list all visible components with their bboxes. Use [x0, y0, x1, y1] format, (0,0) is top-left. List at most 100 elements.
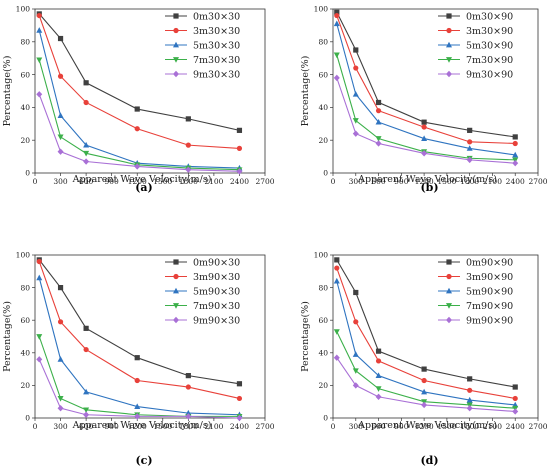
x-tick-label: 2100	[483, 177, 502, 186]
series-line-2	[38, 261, 240, 399]
data-point	[185, 142, 191, 148]
y-tick-label: 0	[323, 169, 328, 178]
data-point	[57, 405, 64, 412]
legend-marker	[446, 13, 452, 19]
x-tick-label: 2400	[506, 177, 525, 186]
data-point	[375, 386, 382, 392]
x-tick-label: 900	[105, 177, 120, 186]
x-tick-label: 0	[33, 177, 38, 186]
plot-frame	[332, 254, 539, 419]
data-point	[57, 134, 64, 141]
data-point	[421, 377, 427, 384]
plot-frame	[34, 254, 266, 419]
data-point	[466, 396, 473, 403]
y-tick-label: 20	[318, 136, 328, 145]
data-point	[375, 358, 382, 364]
data-point	[57, 148, 64, 155]
data-point	[83, 141, 90, 148]
data-point	[352, 118, 359, 124]
panel-label: (a)	[135, 181, 153, 194]
x-tick-label: 1200	[128, 422, 147, 431]
legend-entry: 9m90×90	[466, 315, 513, 326]
legend-marker	[446, 70, 452, 78]
data-point	[333, 52, 340, 59]
data-point	[353, 47, 359, 53]
x-tick-label: 2700	[255, 177, 274, 186]
x-tick-label: 600	[371, 177, 386, 186]
data-point	[334, 9, 340, 15]
data-point	[134, 355, 140, 361]
legend-entry: 7m30×30	[193, 55, 240, 66]
series-line-2	[38, 15, 240, 149]
panel-label: (c)	[135, 454, 152, 467]
legend-entry: 7m90×90	[466, 301, 513, 312]
data-point	[333, 277, 340, 284]
series-line-3	[38, 30, 240, 169]
data-point	[236, 168, 243, 175]
data-point	[421, 388, 428, 395]
data-point	[353, 319, 359, 325]
legend-marker	[446, 287, 452, 294]
data-point	[512, 159, 519, 167]
legend-marker	[173, 259, 179, 265]
data-point	[466, 156, 473, 164]
data-point	[57, 319, 64, 325]
legend-entry: 9m90×30	[193, 315, 240, 326]
data-point	[36, 27, 43, 33]
data-point	[83, 325, 89, 331]
x-tick-label: 2700	[528, 422, 547, 431]
data-point	[333, 354, 340, 361]
data-point	[236, 127, 243, 133]
data-point	[375, 348, 382, 354]
data-point	[236, 414, 243, 422]
y-tick-label: 40	[318, 103, 328, 112]
data-point	[467, 376, 473, 382]
data-point	[57, 285, 64, 291]
data-point	[512, 408, 519, 415]
x-tick-label: 2100	[204, 177, 223, 186]
data-point	[421, 366, 427, 372]
x-tick-label: 2100	[483, 422, 502, 431]
legend-entry: 0m30×30	[193, 11, 240, 22]
x-tick-label: 2100	[204, 422, 223, 431]
data-point	[375, 393, 382, 401]
data-point	[421, 119, 427, 125]
legend-entry: 3m30×30	[193, 26, 240, 37]
data-point	[421, 150, 428, 157]
legend-marker	[446, 27, 452, 34]
legend-entry: 7m30×90	[466, 55, 513, 66]
series-line-1	[38, 13, 240, 131]
x-tick-label: 300	[349, 422, 364, 431]
series-line-5	[336, 357, 516, 413]
y-tick-label: 100	[314, 251, 329, 260]
x-tick-label: 2700	[255, 422, 274, 431]
data-point	[57, 356, 64, 362]
x-tick-label: 1500	[437, 422, 456, 431]
data-point	[134, 106, 140, 112]
data-point	[36, 258, 42, 265]
data-point	[512, 395, 518, 402]
data-point	[185, 384, 191, 390]
data-point	[353, 289, 359, 296]
data-point	[236, 381, 243, 387]
x-tick-label: 1500	[153, 177, 172, 186]
x-axis-label: Apparent Wave Velocity(m/s)	[357, 174, 497, 185]
data-point	[467, 127, 473, 133]
data-point	[375, 99, 382, 106]
series-line-4	[38, 336, 240, 417]
x-tick-label: 2400	[506, 422, 525, 431]
legend-marker	[446, 41, 452, 48]
panel-label: (d)	[420, 454, 438, 467]
x-tick-label: 2400	[230, 177, 249, 186]
y-tick-label: 0	[323, 414, 328, 423]
plot-frame	[34, 8, 266, 174]
series-line-1	[38, 259, 240, 385]
data-point	[134, 403, 141, 409]
data-point	[375, 118, 382, 125]
series-line-5	[336, 77, 516, 164]
legend-entry: 0m90×90	[466, 257, 513, 268]
data-point	[134, 413, 141, 420]
x-tick-label: 300	[53, 422, 68, 431]
legend-entry: 5m30×30	[193, 40, 240, 51]
x-tick-label: 2700	[528, 177, 547, 186]
